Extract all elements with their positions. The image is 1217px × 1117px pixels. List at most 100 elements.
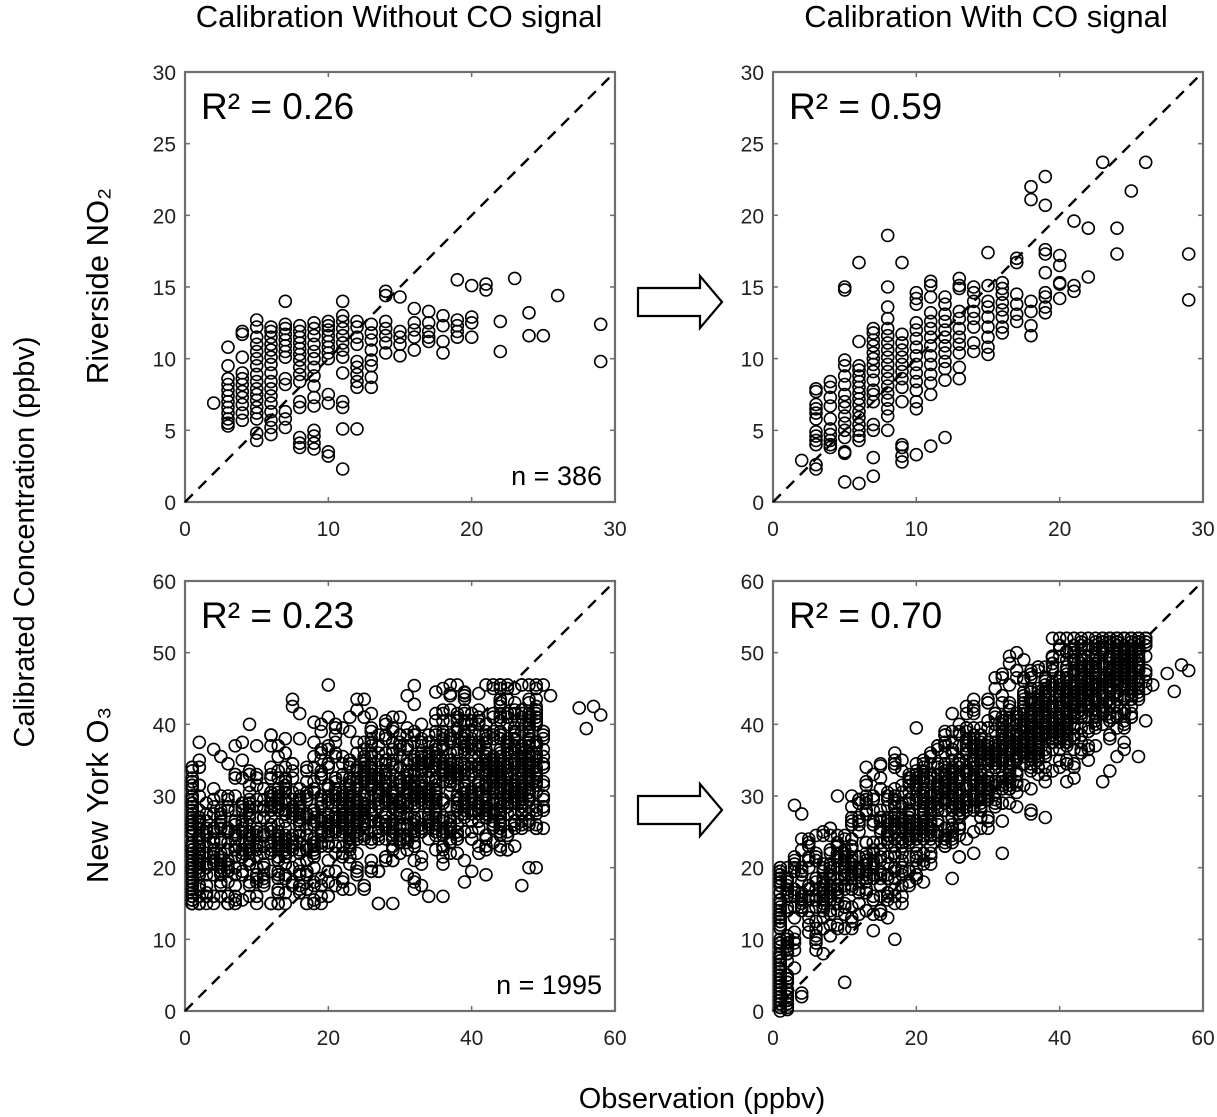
data-point xyxy=(909,366,924,380)
data-point xyxy=(464,310,479,324)
data-point xyxy=(264,785,278,800)
data-point xyxy=(393,324,407,339)
data-point xyxy=(493,828,508,843)
data-point xyxy=(493,799,508,814)
data-point xyxy=(514,778,529,793)
data-point xyxy=(443,799,458,814)
data-point xyxy=(873,803,888,818)
data-point xyxy=(1117,652,1131,667)
data-point xyxy=(995,735,1010,750)
data-point xyxy=(514,678,529,692)
data-point xyxy=(887,871,902,886)
data-point xyxy=(364,749,379,764)
data-point xyxy=(314,896,329,911)
data-point xyxy=(895,867,909,882)
data-point xyxy=(809,882,823,897)
data-point xyxy=(902,864,917,879)
data-point xyxy=(844,860,859,875)
data-point xyxy=(335,821,350,836)
data-point xyxy=(436,728,450,742)
data-point xyxy=(837,416,852,431)
data-point xyxy=(228,867,242,882)
data-point xyxy=(1117,638,1131,653)
data-point xyxy=(909,850,924,864)
data-point xyxy=(271,871,286,886)
data-point xyxy=(1060,631,1074,646)
data-point xyxy=(1038,688,1053,703)
data-point xyxy=(264,799,278,814)
data-point xyxy=(428,756,443,771)
data-point xyxy=(285,839,300,854)
data-point xyxy=(185,842,199,857)
data-point xyxy=(880,789,895,803)
data-point xyxy=(543,688,558,703)
data-point xyxy=(292,882,307,897)
data-point xyxy=(930,817,945,832)
data-point xyxy=(450,272,465,287)
data-point xyxy=(780,875,795,889)
data-point xyxy=(342,799,357,814)
data-point xyxy=(938,354,952,369)
data-point xyxy=(271,850,286,864)
data-point xyxy=(1095,631,1110,646)
data-point xyxy=(1024,764,1038,778)
data-point xyxy=(235,413,250,428)
data-point xyxy=(214,860,228,875)
data-point xyxy=(1002,778,1017,793)
data-point xyxy=(1060,688,1074,703)
data-point xyxy=(859,774,874,789)
data-point xyxy=(400,799,415,814)
data-point xyxy=(393,774,407,789)
data-point xyxy=(199,796,214,811)
data-point xyxy=(1038,678,1053,692)
data-point xyxy=(357,807,372,821)
data-point xyxy=(780,971,795,986)
data-point xyxy=(773,878,788,893)
data-point xyxy=(895,394,909,409)
data-point xyxy=(335,321,350,336)
data-point xyxy=(794,860,809,875)
data-point xyxy=(471,749,486,764)
data-point xyxy=(995,724,1010,739)
data-point xyxy=(880,817,895,832)
data-point xyxy=(228,771,242,785)
data-point xyxy=(981,814,995,828)
data-point xyxy=(1045,710,1060,725)
data-point xyxy=(342,839,357,854)
data-point xyxy=(249,767,264,782)
data-point xyxy=(938,756,952,771)
data-point xyxy=(357,735,372,750)
data-point xyxy=(471,686,486,701)
data-point xyxy=(1103,713,1117,728)
data-point xyxy=(938,307,952,322)
shared-y-axis-label: Calibrated Concentration (ppbv) xyxy=(9,336,41,747)
data-point xyxy=(357,767,372,782)
data-point xyxy=(249,313,264,327)
data-point xyxy=(1052,717,1067,732)
data-point xyxy=(952,321,967,336)
data-point xyxy=(407,828,422,843)
data-point xyxy=(1110,670,1124,685)
data-point xyxy=(880,835,895,850)
data-point xyxy=(493,749,508,764)
data-point xyxy=(981,294,995,309)
data-point xyxy=(1095,688,1110,703)
data-point xyxy=(852,476,866,491)
data-point xyxy=(1117,717,1131,732)
data-point xyxy=(493,699,508,714)
data-point xyxy=(421,728,436,742)
data-point xyxy=(887,810,902,825)
data-point xyxy=(1031,699,1045,714)
data-point xyxy=(371,738,386,753)
data-point xyxy=(514,742,529,757)
data-point xyxy=(916,760,931,775)
data-point xyxy=(1074,710,1088,725)
data-point xyxy=(909,781,924,796)
data-point xyxy=(292,814,307,828)
data-point xyxy=(522,735,536,750)
data-point xyxy=(945,767,960,782)
data-point xyxy=(916,792,931,807)
data-point xyxy=(450,792,465,807)
data-point xyxy=(292,799,307,814)
data-point xyxy=(443,764,458,778)
